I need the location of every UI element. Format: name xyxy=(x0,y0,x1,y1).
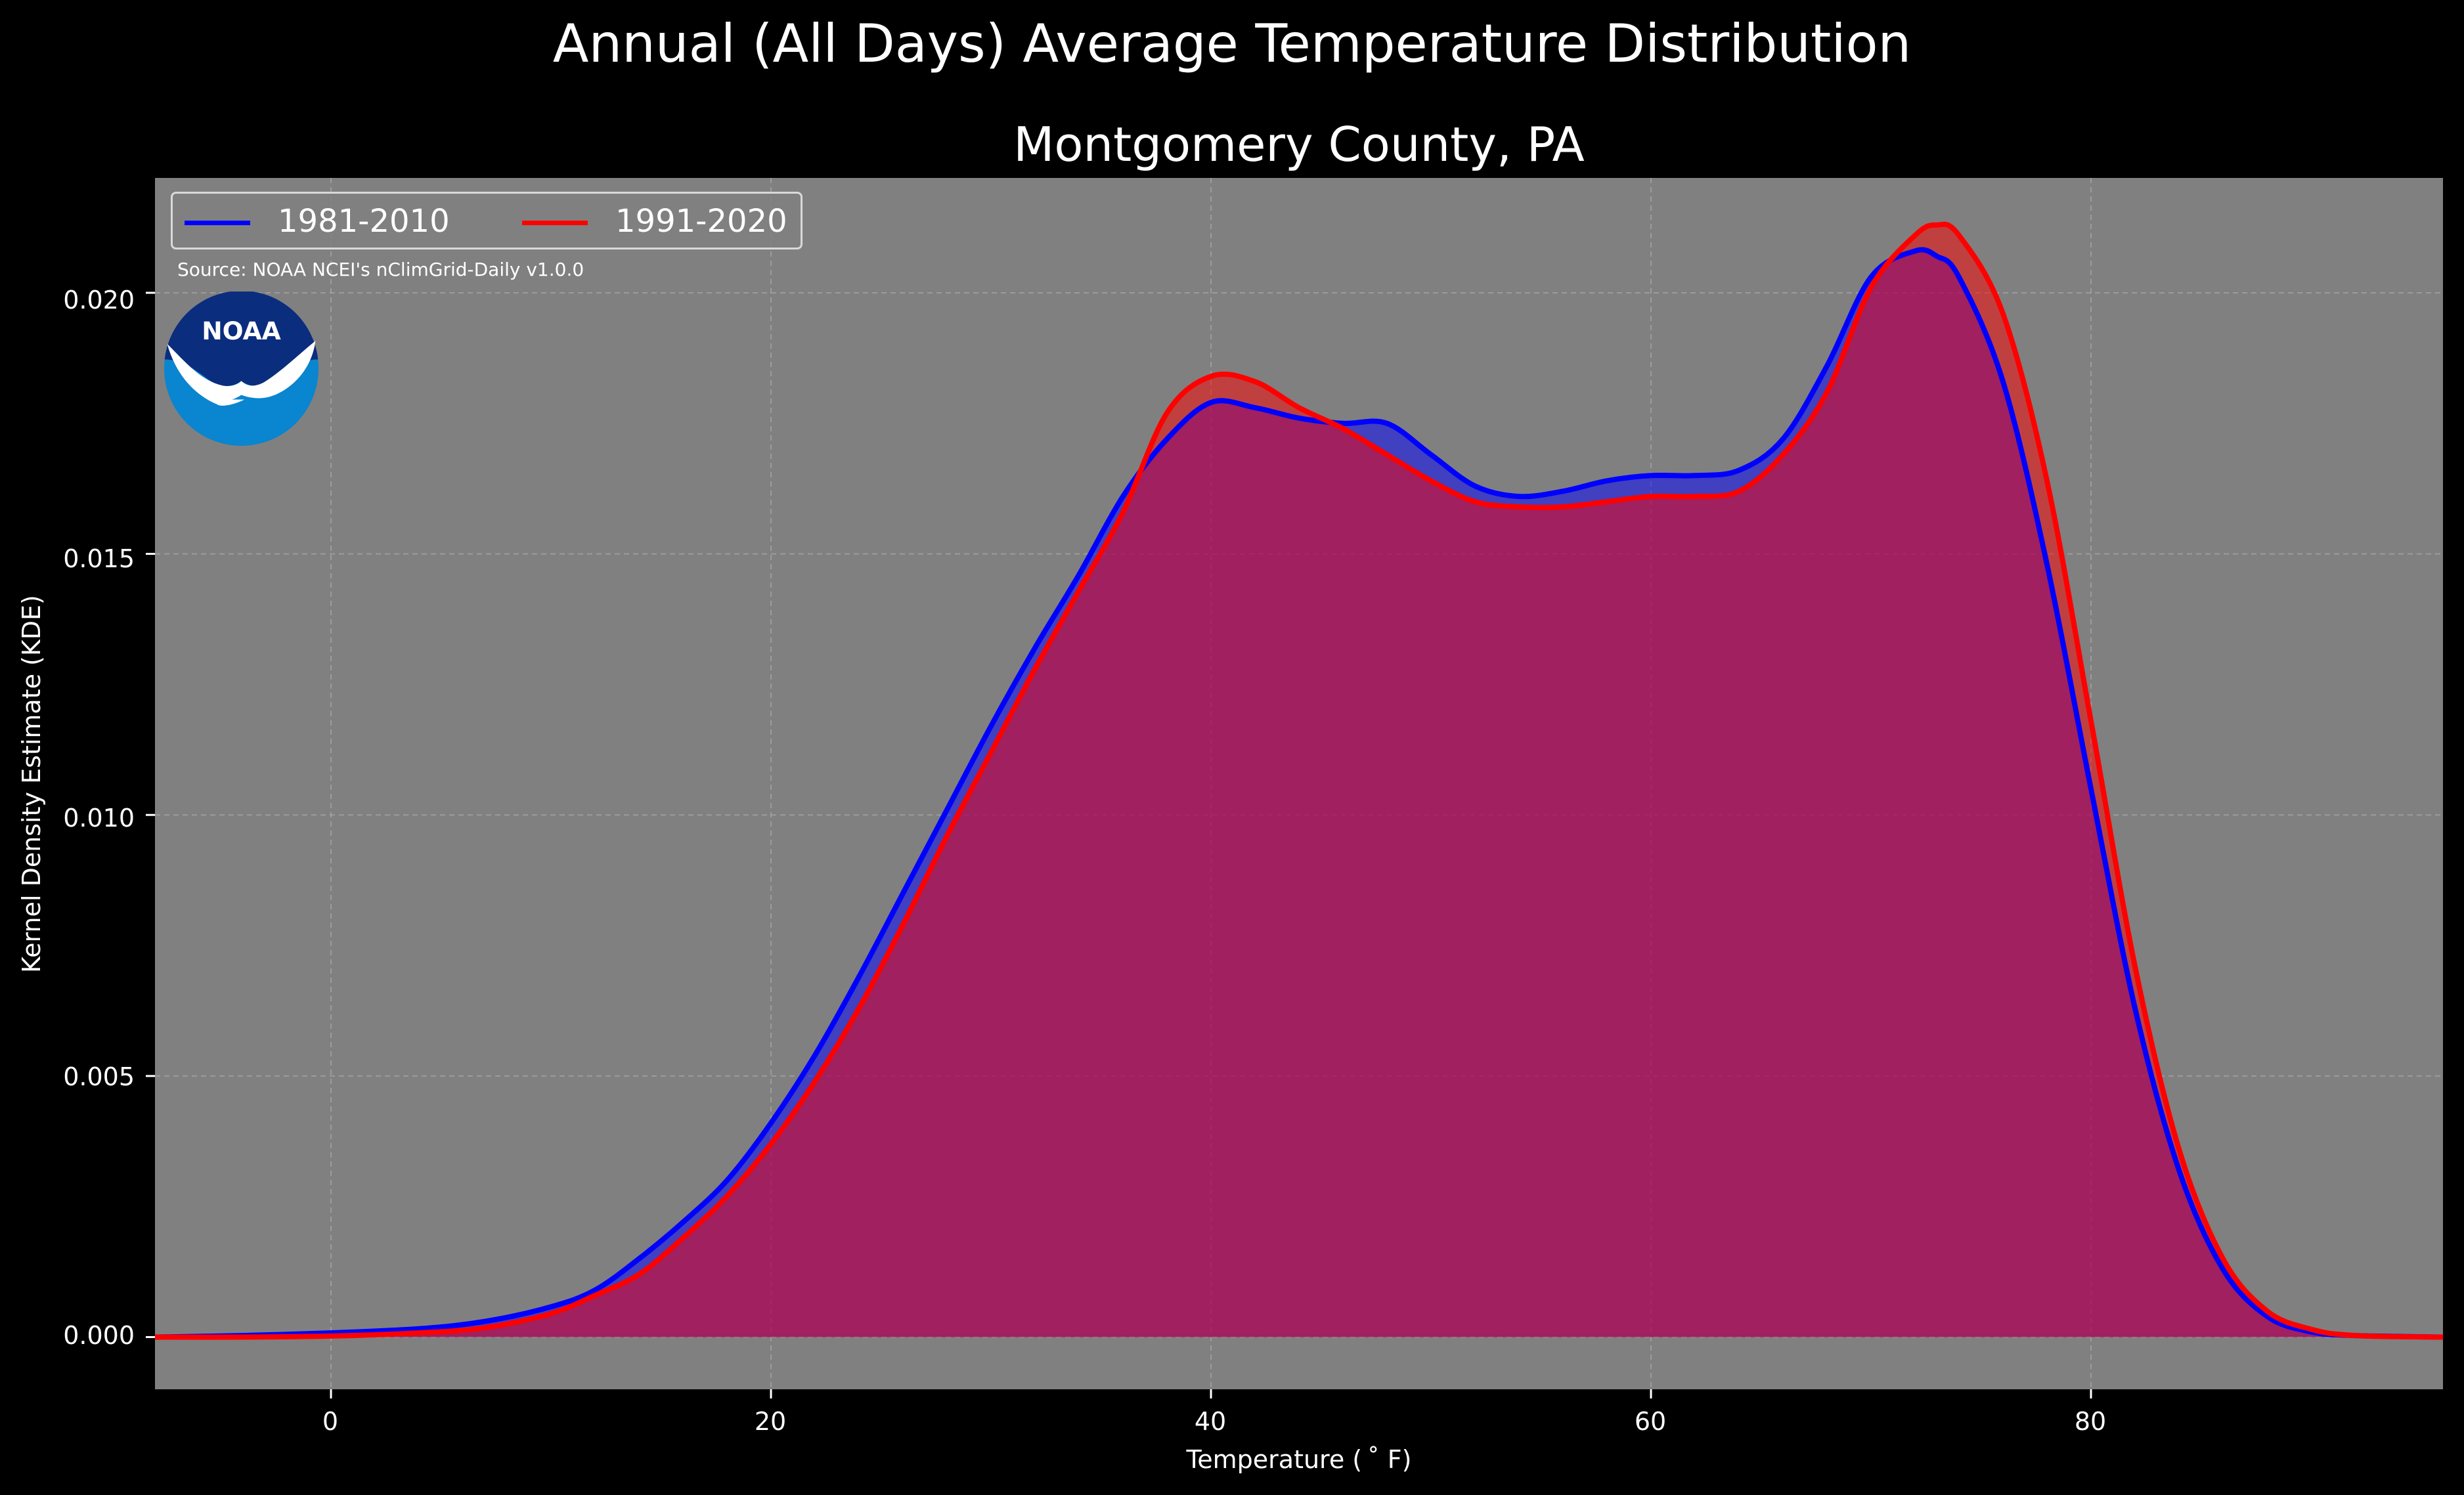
x-tick-label: 80 xyxy=(2074,1407,2107,1436)
line-1991-2020 xyxy=(154,221,2444,1340)
x-tick-label: 60 xyxy=(1634,1407,1667,1436)
legend-swatch-1981-2010 xyxy=(185,221,250,225)
legend-label-1991-2020: 1991-2020 xyxy=(615,203,787,240)
x-tick-label: 20 xyxy=(754,1407,787,1436)
chart-title: Annual (All Days) Average Temperature Di… xyxy=(552,13,1912,74)
y-tick-label: 0.010 xyxy=(63,804,135,833)
y-tick-label: 0.000 xyxy=(63,1321,135,1350)
y-tick-label: 0.005 xyxy=(63,1062,135,1091)
series-lines xyxy=(154,221,2444,1340)
y-tick-label: 0.020 xyxy=(63,286,135,314)
y-tick-label: 0.015 xyxy=(63,544,135,573)
series-areas xyxy=(155,224,2443,1337)
x-tick-label: 0 xyxy=(322,1407,339,1436)
legend-swatch-1991-2020 xyxy=(522,221,588,225)
source-note: Source: NOAA NCEI's nClimGrid-Daily v1.0… xyxy=(177,259,584,280)
noaa-logo-text: NOAA xyxy=(202,316,281,345)
tick-marks xyxy=(146,292,2092,1398)
y-axis-label: Kernel Density Estimate (KDE) xyxy=(17,595,46,973)
line-1981-2010 xyxy=(154,247,2444,1340)
x-tick-label: 40 xyxy=(1194,1407,1227,1436)
noaa-logo-icon: NOAA xyxy=(164,292,319,446)
legend: 1981-2010 1991-2020 xyxy=(171,192,803,249)
x-axis-label: Temperature ( ˚ F) xyxy=(1186,1445,1412,1474)
area-1991-2020 xyxy=(155,224,2443,1337)
chart-subtitle: Montgomery County, PA xyxy=(1013,117,1585,172)
legend-label-1981-2010: 1981-2010 xyxy=(278,203,450,240)
